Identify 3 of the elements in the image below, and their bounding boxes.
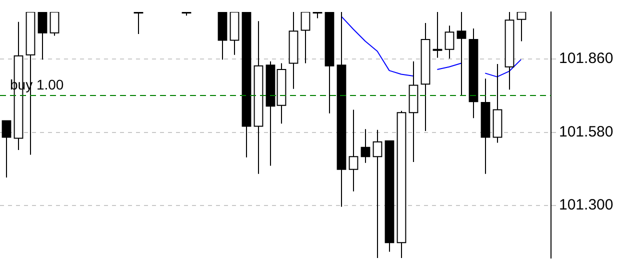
y-tick-label: 101.300 — [559, 196, 614, 214]
y-tick-label: 101.860 — [559, 50, 614, 68]
y-tick-label: 101.580 — [559, 123, 614, 140]
